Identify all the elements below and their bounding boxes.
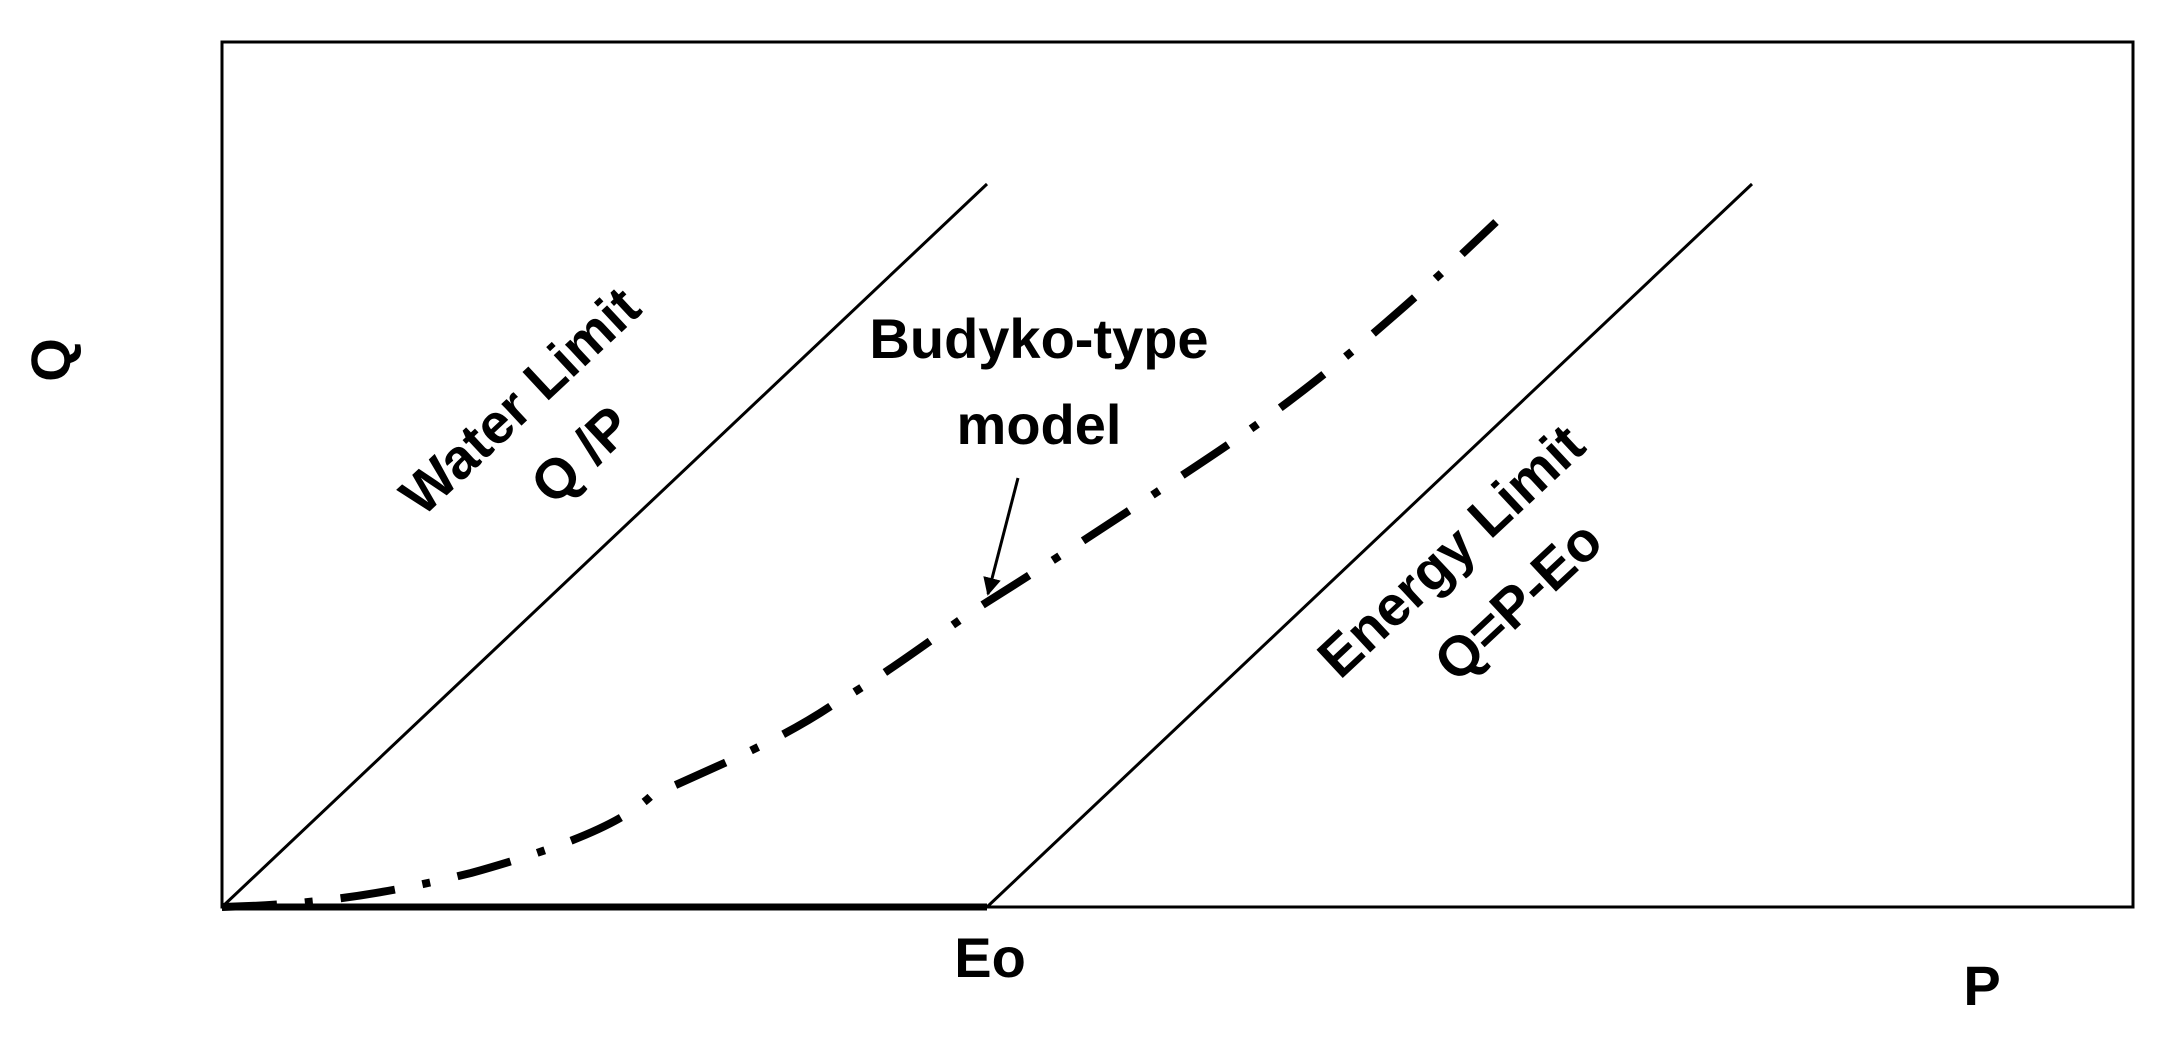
model-label: Budyko-type [869,307,1208,370]
y-axis-label: Q [19,338,82,382]
annotation-arrow [983,477,1020,596]
x-marker-label: Eo [954,926,1026,989]
x-axis-label: P [1963,954,2000,1017]
energy-limit-line [985,182,1754,909]
water-limit-line [220,182,989,909]
plot-frame [220,40,2135,909]
water-limit-label: Water Limit [388,274,652,527]
model-label: model [957,393,1122,456]
budyko-curve [221,219,1499,911]
